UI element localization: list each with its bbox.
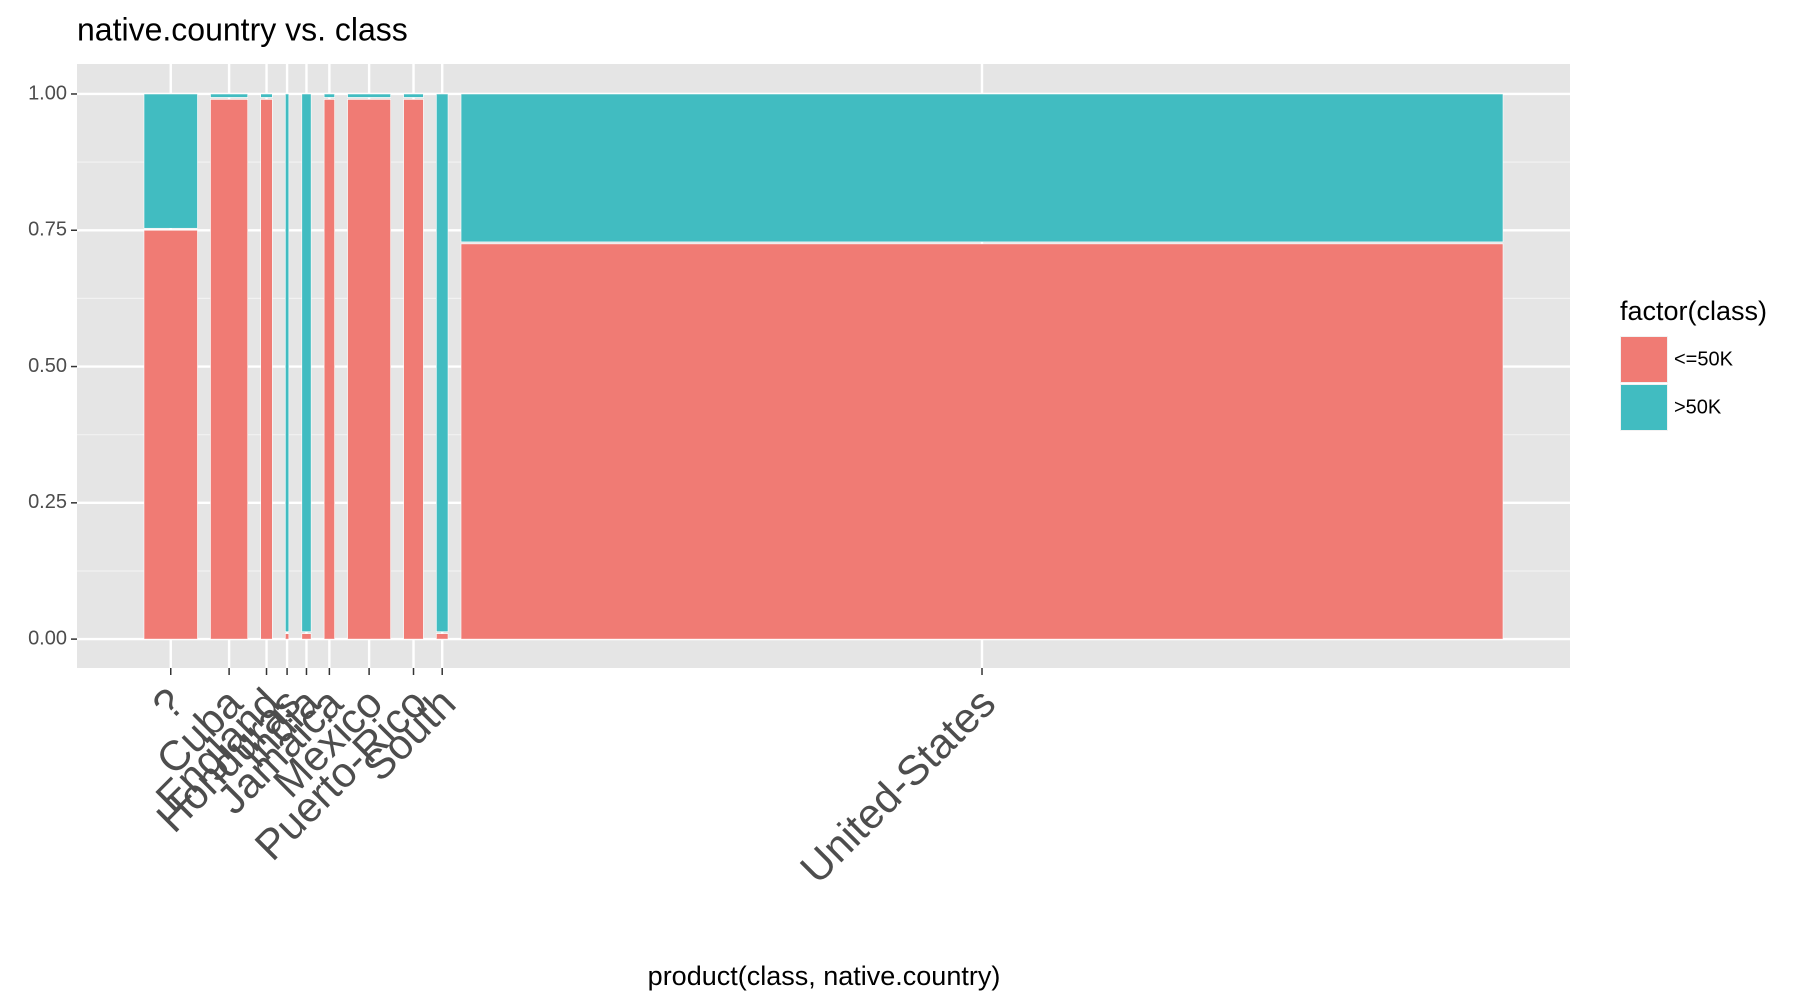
mosaic-segment [347, 93, 391, 98]
mosaic-segment [436, 93, 449, 632]
mosaic-segment [347, 99, 391, 640]
y-tick-label: 0.00 [28, 627, 67, 649]
x-tick-label: United-States [791, 679, 1004, 892]
y-tick-label: 0.75 [28, 219, 67, 241]
y-tick-label: 1.00 [28, 82, 67, 104]
mosaic-segment [285, 93, 290, 632]
chart-title: native.country vs. class [77, 11, 408, 47]
legend-swatch [1621, 337, 1667, 382]
y-tick-label: 0.25 [28, 491, 67, 513]
mosaic-segment [143, 229, 198, 640]
mosaic-segment [260, 99, 273, 640]
mosaic-segment [323, 99, 335, 640]
legend-label: <=50K [1674, 348, 1734, 370]
mosaic-segment [403, 99, 424, 640]
mosaic-segment [285, 633, 290, 640]
mosaic-segment [460, 243, 1504, 640]
mosaic-segment [323, 93, 335, 98]
legend-swatch [1621, 385, 1667, 430]
x-axis-title: product(class, native.country) [648, 961, 1001, 991]
y-tick-label: 0.50 [28, 355, 67, 377]
mosaic-segment [460, 93, 1504, 243]
mosaic-segment [210, 99, 249, 640]
mosaic-segment [403, 93, 424, 98]
mosaic-segment [143, 93, 198, 229]
legend-title: factor(class) [1620, 296, 1767, 326]
mosaic-segment [301, 633, 312, 640]
legend-label: >50K [1674, 396, 1722, 418]
mosaic-segment [210, 93, 249, 98]
mosaic-segment [436, 633, 449, 640]
mosaic-segment [301, 93, 312, 632]
mosaic-segment [260, 93, 273, 98]
